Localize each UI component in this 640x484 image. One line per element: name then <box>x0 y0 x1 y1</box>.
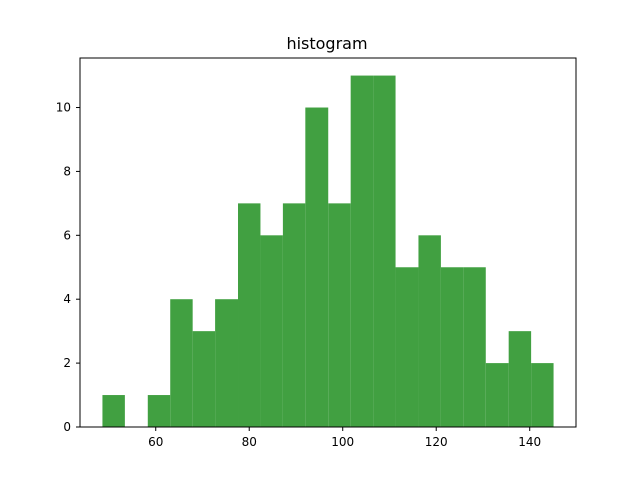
histogram-bar-9 <box>305 107 329 428</box>
histogram-bar-10 <box>328 203 351 427</box>
chart-title: histogram <box>286 34 367 53</box>
histogram-bar-12 <box>373 75 396 428</box>
y-tick-label: 2 <box>63 356 71 370</box>
histogram-bar-19 <box>531 363 554 427</box>
histogram-bar-7 <box>260 235 283 427</box>
histogram-bar-14 <box>418 235 441 427</box>
histogram-bar-0 <box>102 395 125 427</box>
histogram-bar-15 <box>440 267 464 427</box>
histogram-bar-6 <box>238 203 261 427</box>
histogram-bar-11 <box>350 75 374 428</box>
bars-layer <box>102 75 554 428</box>
x-tick-label: 140 <box>518 435 541 449</box>
x-tick-label: 120 <box>425 435 448 449</box>
y-tick-label: 0 <box>63 420 71 434</box>
histogram-bar-16 <box>463 267 486 427</box>
histogram-bar-4 <box>192 331 216 427</box>
histogram-bar-17 <box>485 363 509 427</box>
y-axis-ticks: 0 2 4 6 8 10 <box>56 101 80 434</box>
y-tick-label: 8 <box>63 164 71 178</box>
x-tick-label: 80 <box>242 435 257 449</box>
x-tick-label: 100 <box>331 435 354 449</box>
x-axis-ticks: 60 80 100 120 140 <box>148 427 541 449</box>
plot-frame <box>79 57 577 428</box>
histogram-bar-5 <box>215 299 239 427</box>
y-tick-label: 6 <box>63 228 71 242</box>
y-tick-label: 4 <box>63 292 71 306</box>
y-tick-label: 10 <box>56 101 71 115</box>
histogram-bar-8 <box>282 203 306 427</box>
histogram-bar-2 <box>147 395 171 427</box>
histogram-bar-3 <box>170 299 193 427</box>
x-tick-label: 60 <box>148 435 163 449</box>
histogram-bar-13 <box>395 267 419 427</box>
histogram-bar-18 <box>508 331 532 427</box>
